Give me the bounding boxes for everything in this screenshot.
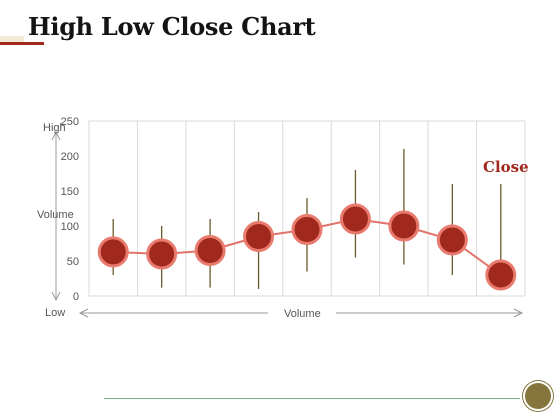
close-marker (388, 210, 420, 242)
y-tick-label: 250 (61, 116, 79, 128)
close-marker (291, 214, 323, 245)
high-annotation: High (43, 122, 66, 134)
close-marker (436, 224, 468, 256)
y-tick-label: 100 (61, 221, 79, 233)
y-tick-label: 50 (67, 256, 79, 268)
axes: 0 50 100 150 200 250 (51, 116, 524, 318)
footer-divider (104, 398, 520, 399)
y-arrow-head-up (51, 130, 61, 141)
y-tick-label: 150 (61, 186, 79, 198)
y-tick-label: 200 (61, 151, 79, 163)
close-marker (243, 221, 275, 252)
x-arrow-head-right (513, 308, 524, 318)
close-marker (146, 238, 178, 270)
chart-labels: High Low Volume Volume Close (37, 122, 529, 320)
x-arrow-head-left (78, 308, 89, 318)
volume-x-annotation: Volume (284, 308, 321, 320)
volume-y-annotation: Volume (37, 209, 74, 221)
close-marker (339, 203, 371, 235)
grid (88, 120, 526, 297)
footer-dot-ornament (525, 383, 551, 409)
low-annotation: Low (45, 307, 65, 319)
title-underline (0, 42, 44, 45)
y-tick-label: 0 (73, 291, 79, 303)
close-markers (97, 203, 517, 291)
y-arrow-head-down (51, 291, 61, 302)
close-series-label: Close (483, 158, 529, 176)
close-marker (485, 259, 517, 291)
close-marker (194, 235, 226, 266)
plot-frame (88, 120, 526, 297)
page-title: High Low Close Chart (28, 12, 316, 41)
close-marker (97, 236, 129, 268)
title-accent-bar (0, 36, 24, 42)
